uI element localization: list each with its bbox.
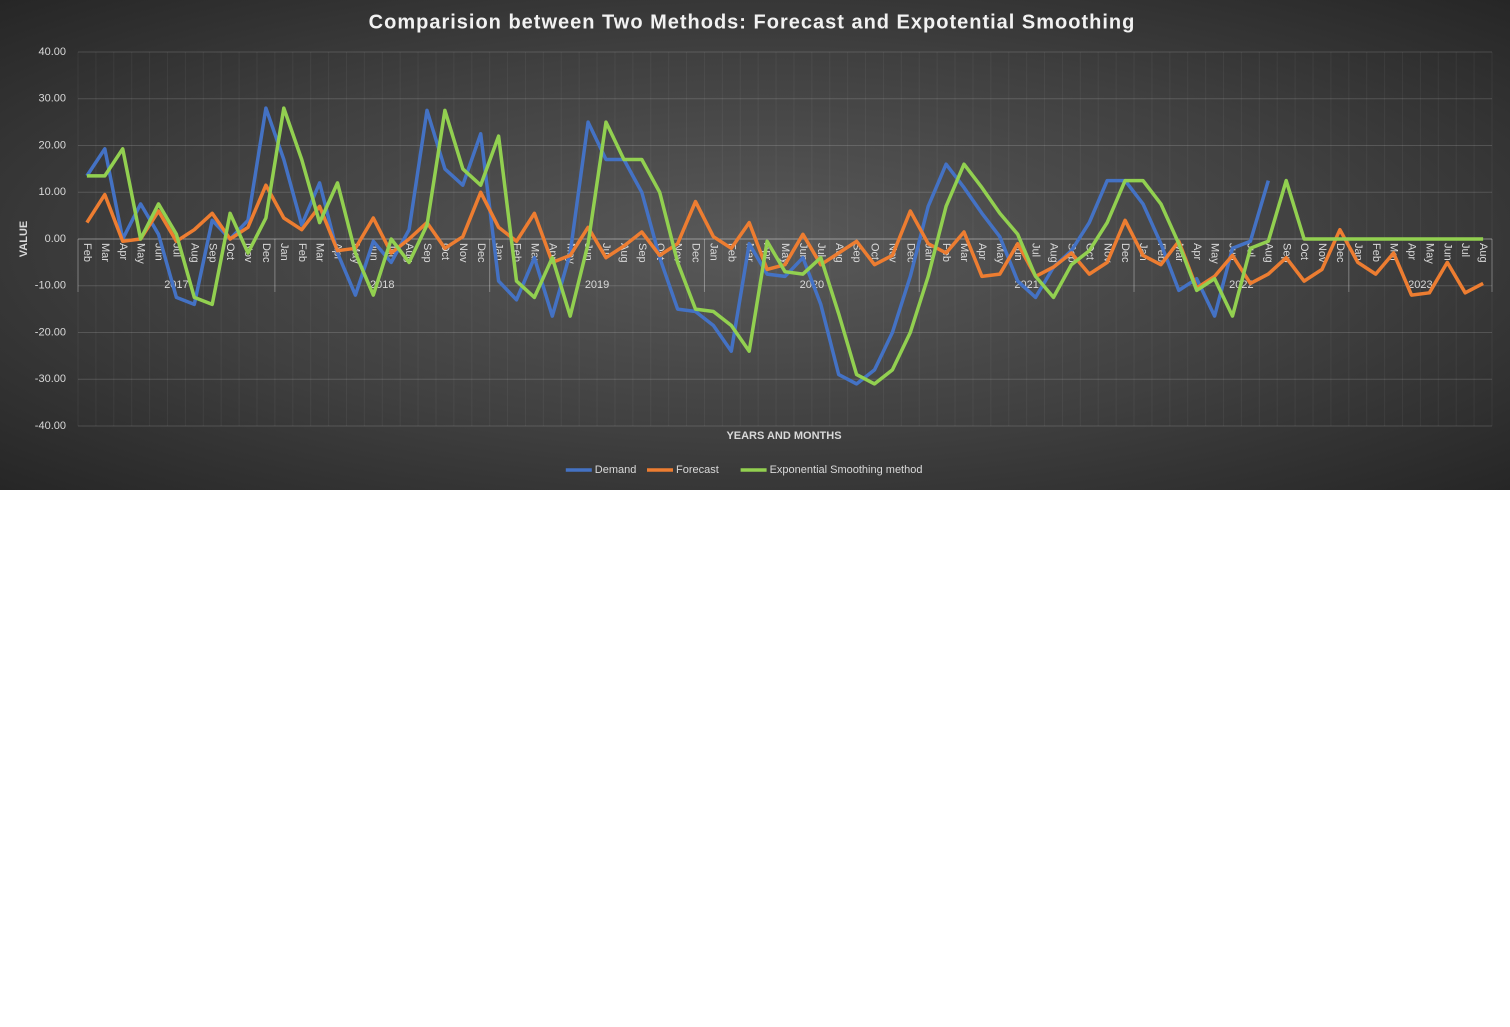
x-tick-label: Aug (1477, 243, 1489, 263)
series-line (86, 106, 1484, 386)
x-tick-label: Dec (1119, 243, 1131, 263)
x-tick-label: Oct (224, 243, 236, 260)
x-tick-label: Dec (260, 243, 272, 263)
y-axis-title: VALUE (18, 221, 30, 257)
x-tick-label: Feb (81, 243, 93, 262)
x-tick-label: Oct (1298, 243, 1310, 260)
x-tick-label: Feb (1370, 243, 1382, 262)
x-tick-label: Apr (1406, 243, 1418, 260)
x-tick-label: Sep (636, 243, 648, 263)
y-tick-label: 10.00 (38, 186, 66, 198)
x-tick-label: Jul (815, 243, 827, 257)
x-axis-title: YEARS AND MONTHS (726, 430, 841, 442)
x-tick-label: Apr (976, 243, 988, 260)
x-tick-label: Feb (296, 243, 308, 262)
year-label: 2017 (164, 279, 188, 291)
x-tick-label: Sep (206, 243, 218, 263)
series-line (85, 183, 1484, 297)
legend-label: Exponential Smoothing method (770, 464, 923, 476)
x-tick-label: Jun (797, 243, 809, 261)
x-tick-label: Aug (188, 243, 200, 263)
y-tick-label: -40.00 (35, 420, 66, 432)
year-label: 2019 (585, 279, 609, 291)
chart: Comparision between Two Methods: Forecas… (18, 11, 1493, 476)
legend-label: Demand (595, 464, 637, 476)
x-tick-label: Apr (1191, 243, 1203, 260)
x-tick-label: Jan (707, 243, 719, 261)
y-tick-label: 0.00 (45, 233, 66, 245)
x-tick-label: Mar (958, 243, 970, 262)
year-label: 2023 (1408, 279, 1432, 291)
x-tick-label: Mar (314, 243, 326, 262)
x-tick-label: Jan (922, 243, 934, 261)
x-tick-label: Jul (1030, 243, 1042, 257)
x-tick-label: Jan (278, 243, 290, 261)
x-tick-label: Apr (117, 243, 129, 260)
x-tick-label: Nov (457, 243, 469, 263)
x-tick-label: Dec (1334, 243, 1346, 263)
legend-label: Forecast (676, 464, 719, 476)
x-tick-label: Dec (690, 243, 702, 263)
chart-area: Comparision between Two Methods: Forecas… (0, 0, 1510, 490)
y-tick-label: 40.00 (38, 46, 66, 58)
y-tick-label: -10.00 (35, 280, 66, 292)
series-line (85, 106, 1270, 386)
x-tick-label: Jun (1441, 243, 1453, 261)
y-tick-label: 30.00 (38, 93, 66, 105)
x-tick-label: Dec (475, 243, 487, 263)
x-tick-label: May (1423, 243, 1435, 264)
x-tick-label: May (1209, 243, 1221, 264)
chart-title: Comparision between Two Methods: Forecas… (369, 11, 1136, 33)
x-tick-label: Aug (1048, 243, 1060, 263)
x-tick-label: Mar (99, 243, 111, 262)
x-tick-label: Mar (529, 243, 541, 262)
x-tick-label: Aug (1262, 243, 1274, 263)
y-tick-label: -20.00 (35, 326, 66, 338)
x-tick-label: Sep (421, 243, 433, 263)
x-tick-label: Sep (1280, 243, 1292, 263)
x-tick-label: May (135, 243, 147, 264)
y-tick-label: -30.00 (35, 373, 66, 385)
x-tick-label: Nov (1316, 243, 1328, 263)
x-tick-label: Oct (869, 243, 881, 260)
x-tick-label: Jul (1459, 243, 1471, 257)
y-tick-label: 20.00 (38, 139, 66, 151)
x-tick-label: May (779, 243, 791, 264)
